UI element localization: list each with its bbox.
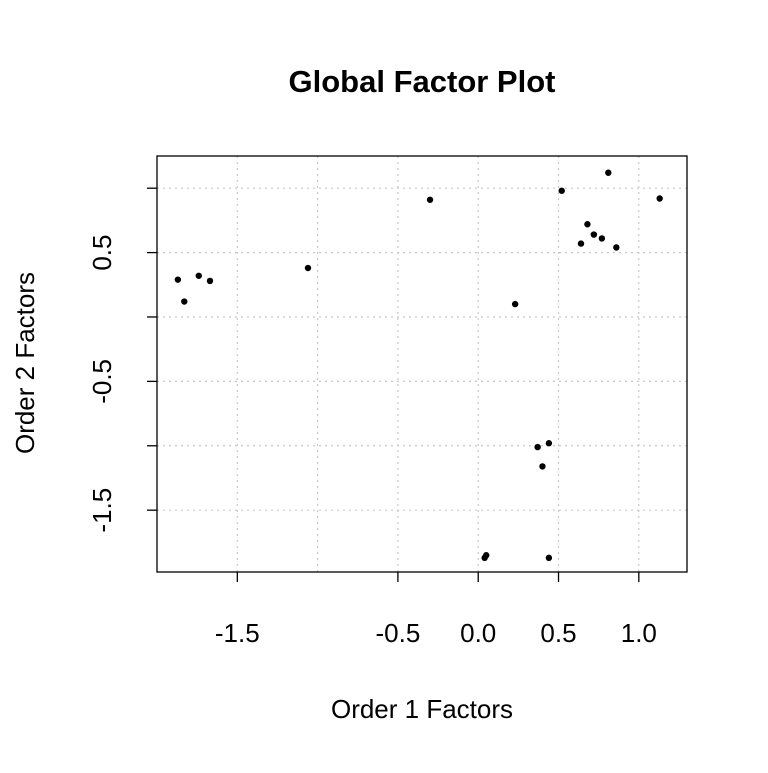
plot-frame — [156, 155, 688, 573]
x-tick-label: 1.0 — [621, 618, 657, 648]
x-tick-label: 0.0 — [460, 618, 496, 648]
y-tick-label: 0.5 — [87, 235, 117, 271]
data-point — [656, 195, 663, 202]
x-tick-label: 0.5 — [540, 618, 576, 648]
axes: -1.5 -0.5 0.0 0.5 1.0 0.5 -0.5 -1.5 — [87, 187, 657, 648]
data-point — [577, 240, 585, 247]
data-point — [195, 272, 202, 279]
data-point — [545, 554, 553, 562]
data-point — [304, 264, 312, 272]
data-point — [605, 169, 612, 176]
y-axis-label: Order 2 Factors — [10, 272, 40, 454]
data-point — [483, 552, 490, 559]
data-point — [590, 231, 598, 238]
chart-title: Global Factor Plot — [289, 64, 556, 99]
data-point — [511, 300, 519, 308]
data-point — [613, 244, 620, 251]
data-point — [206, 277, 214, 285]
data-point — [584, 221, 591, 228]
data-point — [174, 276, 182, 283]
data-point — [598, 235, 606, 242]
x-tick-label: -1.5 — [215, 618, 260, 648]
x-tick-label: -0.5 — [376, 618, 421, 648]
data-point — [426, 196, 434, 203]
y-tick-label: -1.5 — [87, 488, 117, 533]
data-point — [545, 440, 553, 447]
data-point — [534, 443, 541, 451]
data-point — [558, 187, 565, 194]
data-point — [539, 463, 546, 470]
x-axis-label: Order 1 Factors — [331, 694, 513, 724]
y-tick-label: -0.5 — [87, 359, 117, 404]
data-point — [181, 298, 188, 305]
grid — [157, 156, 687, 572]
data-points — [174, 169, 663, 562]
